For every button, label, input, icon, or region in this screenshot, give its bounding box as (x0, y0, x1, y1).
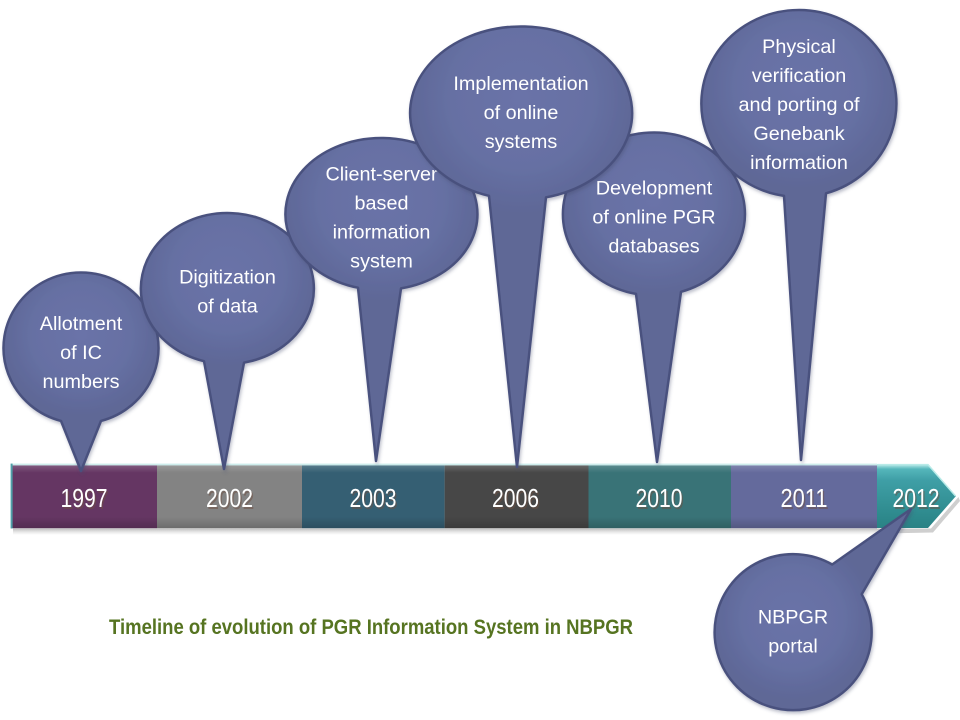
svg-text:1997: 1997 (62, 487, 109, 515)
svg-text:2012: 2012 (893, 485, 940, 513)
svg-text:Physical: Physical (762, 36, 836, 58)
svg-text:2002: 2002 (207, 487, 254, 515)
svg-text:2012: 2012 (894, 487, 941, 515)
svg-text:Development: Development (596, 177, 713, 199)
svg-text:of online PGR: of online PGR (592, 206, 715, 228)
svg-text:databases: databases (608, 235, 699, 257)
svg-text:2002: 2002 (206, 485, 253, 513)
svg-text:1997: 1997 (61, 485, 108, 513)
svg-text:of online: of online (484, 102, 559, 124)
svg-text:Genebank: Genebank (753, 123, 844, 145)
svg-text:2003: 2003 (350, 485, 397, 513)
svg-text:system: system (350, 250, 413, 272)
svg-text:2010: 2010 (636, 485, 683, 513)
svg-text:NBPGR: NBPGR (758, 606, 828, 628)
svg-text:Timeline of evolution of PGR I: Timeline of evolution of PGR Information… (109, 616, 633, 639)
svg-text:2006: 2006 (493, 487, 540, 515)
svg-text:2003: 2003 (351, 487, 398, 515)
svg-text:2006: 2006 (492, 485, 539, 513)
svg-text:systems: systems (485, 131, 558, 153)
svg-text:portal: portal (768, 635, 817, 657)
svg-text:of IC: of IC (60, 342, 102, 364)
svg-text:verification: verification (752, 65, 847, 87)
svg-text:Digitization: Digitization (179, 266, 276, 288)
svg-text:Client-server: Client-server (325, 163, 438, 185)
svg-text:information: information (750, 152, 848, 174)
svg-text:2011: 2011 (782, 487, 829, 515)
svg-text:and porting of: and porting of (739, 94, 860, 116)
svg-text:based: based (355, 192, 409, 214)
svg-text:Allotment: Allotment (40, 313, 123, 335)
svg-text:2010: 2010 (637, 487, 684, 515)
svg-text:Implementation: Implementation (453, 73, 588, 95)
svg-text:information: information (333, 221, 431, 243)
svg-text:of data: of data (197, 295, 258, 317)
svg-text:numbers: numbers (43, 371, 120, 393)
svg-text:2011: 2011 (781, 485, 828, 513)
